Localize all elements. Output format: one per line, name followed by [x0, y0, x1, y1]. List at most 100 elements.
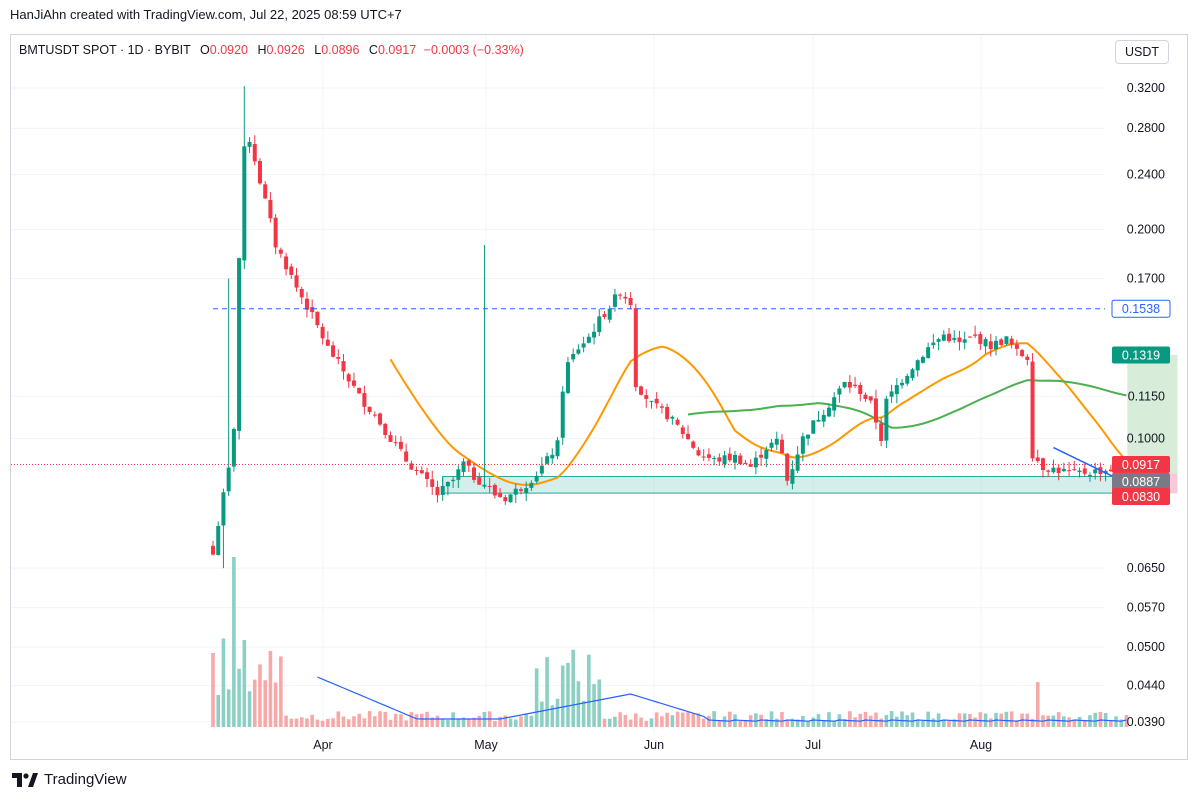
- tradingview-logo-icon[interactable]: [12, 772, 38, 787]
- volume-bar: [780, 711, 784, 727]
- volume-bar: [393, 713, 398, 727]
- candle-body: [409, 463, 414, 470]
- volume-bar: [461, 717, 466, 727]
- volume-bar: [660, 716, 664, 727]
- volume-bar: [237, 668, 241, 727]
- candle-body: [1061, 468, 1066, 472]
- candle-body: [294, 275, 299, 288]
- volume-bar: [263, 680, 267, 727]
- volume-bar: [973, 717, 977, 727]
- candle-body: [278, 249, 283, 254]
- volume-bar: [346, 719, 351, 727]
- volume-bar: [795, 719, 800, 727]
- low-label: L: [314, 43, 322, 57]
- volume-bar: [821, 720, 826, 727]
- volume-bar: [566, 662, 570, 727]
- candle-body: [466, 460, 471, 466]
- candle-body: [1082, 468, 1087, 474]
- volume-bar: [294, 718, 299, 727]
- y-tick-label: 0.0440: [1127, 679, 1165, 693]
- volume-bar: [456, 718, 461, 727]
- candle-body: [1025, 356, 1030, 360]
- volume-bar: [534, 668, 539, 727]
- volume-bar: [806, 720, 810, 727]
- candle-body: [252, 143, 257, 162]
- volume-bar: [717, 720, 722, 727]
- volume-bar: [310, 714, 314, 727]
- candle-body: [1087, 474, 1092, 476]
- candle-body: [628, 298, 633, 306]
- candle-body: [1067, 470, 1072, 472]
- candle-body: [920, 356, 925, 363]
- volume-bar: [587, 654, 591, 727]
- candle-body: [451, 479, 456, 482]
- candle-body: [649, 400, 654, 402]
- volume-bar: [420, 713, 424, 727]
- volume-bar: [232, 557, 236, 727]
- candle-body: [524, 488, 529, 494]
- x-tick-label: Jun: [644, 738, 664, 752]
- candle-body: [675, 419, 680, 425]
- currency-button[interactable]: USDT: [1115, 40, 1169, 64]
- x-tick-label: Aug: [970, 738, 992, 752]
- volume-bar: [1035, 682, 1040, 727]
- volume-bar: [597, 679, 602, 727]
- volume-bar: [707, 715, 711, 727]
- candle-body: [847, 381, 852, 388]
- volume-bar: [623, 714, 628, 727]
- candle-body: [999, 339, 1004, 346]
- volume-bar: [686, 712, 690, 727]
- volume-bar: [352, 716, 356, 727]
- volume-bar: [592, 684, 596, 727]
- volume-bar: [602, 718, 607, 727]
- volume-bar: [252, 679, 257, 727]
- price-badge: [1112, 487, 1170, 505]
- candle-body: [404, 451, 409, 462]
- candle-body: [498, 493, 503, 498]
- candle-body: [539, 465, 544, 474]
- volume-bar: [211, 652, 215, 727]
- footer-brand[interactable]: TradingView: [44, 771, 127, 788]
- candle-body: [900, 382, 905, 386]
- symbol-label[interactable]: BMTUSDT SPOT · 1D · BYBIT: [19, 43, 191, 57]
- candle-body: [1009, 338, 1014, 345]
- volume-bar: [1004, 711, 1009, 727]
- moving-average-orange-line: [389, 342, 1128, 486]
- candle-body: [994, 340, 998, 350]
- candle-body: [284, 256, 289, 270]
- volume-bar: [341, 716, 346, 727]
- chart-panel[interactable]: [10, 34, 1188, 760]
- volume-bar: [649, 718, 654, 727]
- candle-body: [351, 380, 356, 386]
- candle-body: [894, 385, 899, 395]
- candle-body: [884, 398, 889, 441]
- candle-body: [774, 438, 779, 445]
- price-badge: [1112, 346, 1170, 364]
- volume-bar: [1056, 712, 1061, 727]
- candle-body: [1035, 457, 1040, 462]
- candle-body: [639, 386, 644, 395]
- candle-body: [889, 391, 894, 397]
- chart-legend: BMTUSDT SPOT · 1D · BYBIT O0.0920 H0.092…: [19, 43, 524, 57]
- candle-body: [665, 406, 670, 420]
- candle-body: [712, 458, 717, 460]
- volume-bar: [388, 719, 393, 727]
- candle-body: [487, 485, 492, 487]
- volume-bar: [759, 714, 763, 727]
- candle-body: [1072, 469, 1077, 471]
- volume-bar: [466, 719, 471, 727]
- candle-body: [310, 307, 315, 313]
- candle-body: [257, 161, 262, 184]
- price-badge-text: 0.0917: [1122, 458, 1160, 472]
- volume-bar: [1046, 715, 1050, 727]
- candle-body: [962, 339, 967, 343]
- volume-bar: [581, 700, 586, 727]
- volume-bar: [326, 718, 330, 727]
- volume-bar: [378, 711, 382, 727]
- candle-body: [905, 375, 910, 384]
- candle-body: [398, 441, 403, 449]
- candle-body: [806, 434, 811, 439]
- y-tick-label: 0.2400: [1127, 168, 1165, 182]
- volume-bar: [962, 713, 967, 727]
